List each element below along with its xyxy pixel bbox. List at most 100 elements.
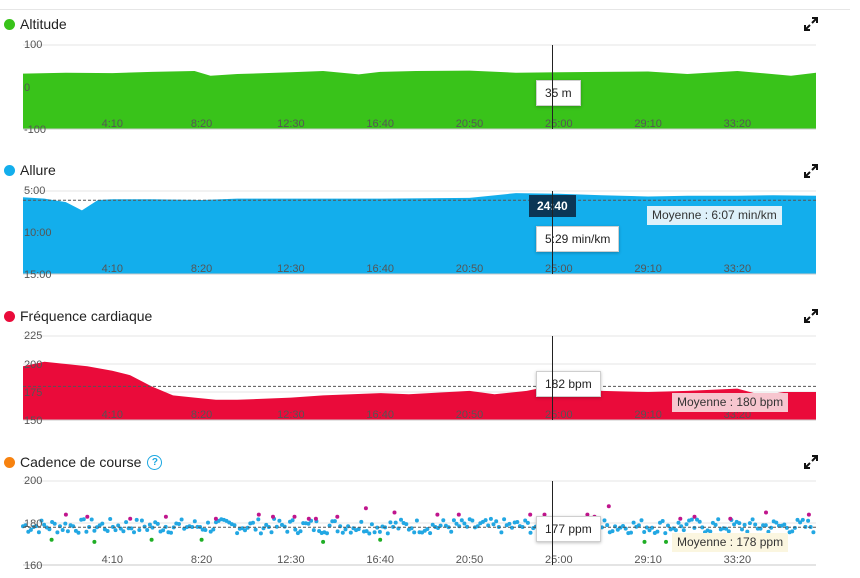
expand-icon[interactable]	[804, 164, 818, 178]
cadence-point	[206, 520, 210, 525]
cadence-point	[269, 530, 274, 535]
cadence-point	[613, 524, 618, 529]
cursor-line	[552, 45, 553, 129]
cadence-point-low	[49, 537, 54, 542]
heart-rate-readout: 182 bpm	[536, 371, 601, 397]
pace-dot-icon	[4, 164, 15, 176]
cadence-point	[63, 521, 68, 526]
cadence-point	[404, 522, 409, 527]
y-tick-label: 225	[24, 330, 42, 342]
cadence-point	[285, 529, 290, 534]
cadence-point	[774, 520, 779, 525]
cadence-point-low	[642, 539, 647, 544]
cadence-point-high	[63, 512, 68, 517]
cadence-point	[28, 527, 33, 532]
x-tick-label: 20:50	[456, 118, 484, 130]
cadence-point	[253, 527, 258, 532]
cadence-point	[332, 519, 337, 524]
heart-rate-average-label: Moyenne : 180 bpm	[672, 393, 789, 412]
x-tick-label: 8:20	[191, 118, 212, 130]
x-tick-label: 12:30	[277, 554, 305, 566]
cadence-point	[491, 522, 496, 527]
y-tick-label: 150	[24, 415, 42, 427]
y-tick-label: 5:00	[24, 185, 45, 197]
cadence-point	[60, 528, 65, 532]
cadence-point	[605, 523, 610, 528]
cadence-point	[327, 523, 332, 528]
cadence-point	[428, 531, 433, 536]
cadence-point	[385, 531, 390, 536]
cadence-point	[100, 521, 105, 526]
cadence-point	[110, 524, 115, 529]
x-tick-label: 33:20	[724, 554, 752, 566]
cadence-point	[745, 529, 750, 534]
cadence-point	[726, 529, 731, 534]
pace-chart: 5:00 10:00 15:00 4:10 8:20 12:30 16:40 20:50 25:…	[23, 185, 816, 281]
cadence-point	[798, 520, 803, 525]
cadence-point	[747, 521, 752, 526]
cadence-point	[763, 523, 768, 528]
cadence-point	[298, 529, 303, 534]
cadence-point	[713, 522, 718, 527]
cadence-point-low	[149, 537, 154, 542]
cadence-point	[105, 529, 110, 533]
cadence-point	[636, 523, 641, 528]
cadence-point	[800, 517, 805, 522]
cadence-point-high	[85, 514, 90, 519]
cadence-point	[740, 527, 744, 532]
cadence-average-label: Moyenne : 178 ppm	[672, 533, 789, 552]
x-tick-label: 4:10	[102, 263, 123, 275]
cadence-point	[724, 526, 729, 531]
cadence-point	[367, 531, 372, 536]
cadence-point-high	[806, 512, 811, 517]
cadence-dot-icon	[4, 456, 15, 468]
expand-icon[interactable]	[804, 455, 818, 469]
help-icon[interactable]: ?	[147, 454, 163, 470]
altitude-readout: 35 m	[536, 80, 581, 106]
x-tick-label: 25:00	[545, 409, 573, 421]
cadence-point	[462, 521, 467, 526]
x-tick-label: 29:10	[634, 263, 662, 275]
expand-icon[interactable]	[804, 309, 818, 323]
x-tick-label: 33:20	[724, 118, 752, 130]
cadence-point	[515, 520, 520, 524]
cadence-point-high	[435, 512, 440, 517]
x-tick-label: 33:20	[724, 409, 752, 421]
cadence-point	[52, 521, 57, 526]
cadence-point	[147, 522, 152, 527]
cadence-point	[155, 521, 160, 526]
cadence-point	[134, 517, 139, 522]
y-tick-label: -100	[24, 124, 46, 136]
cadence-point	[306, 521, 311, 526]
cadence-point	[750, 517, 755, 522]
cadence-point	[89, 517, 94, 522]
x-tick-label: 12:30	[277, 409, 305, 421]
cadence-point	[414, 518, 419, 523]
expand-icon[interactable]	[804, 17, 818, 31]
y-tick-label: 200	[24, 359, 42, 371]
cadence-point	[716, 517, 721, 522]
cadence-point	[47, 527, 52, 532]
x-tick-label: 16:40	[366, 263, 394, 275]
cadence-point	[23, 523, 28, 528]
cadence-point	[282, 524, 287, 529]
cadence-point	[676, 520, 681, 525]
x-tick-label: 25:00	[545, 554, 573, 566]
cadence-point	[325, 531, 329, 536]
x-tick-label: 12:30	[277, 118, 305, 130]
cadence-point	[121, 529, 126, 534]
cadence-point	[211, 527, 216, 532]
cadence-point-high	[306, 516, 311, 521]
cadence-point	[795, 517, 800, 522]
cadence-point	[42, 522, 47, 527]
cadence-point	[689, 517, 694, 522]
cadence-point	[806, 518, 811, 523]
y-tick-label: 160	[24, 560, 42, 572]
cadence-point	[293, 527, 298, 532]
cadence-point	[92, 528, 97, 533]
cadence-point	[639, 518, 644, 523]
cadence-point	[523, 518, 528, 523]
cadence-point	[124, 520, 129, 525]
cadence-point-high	[456, 512, 461, 517]
cadence-point	[782, 522, 787, 527]
